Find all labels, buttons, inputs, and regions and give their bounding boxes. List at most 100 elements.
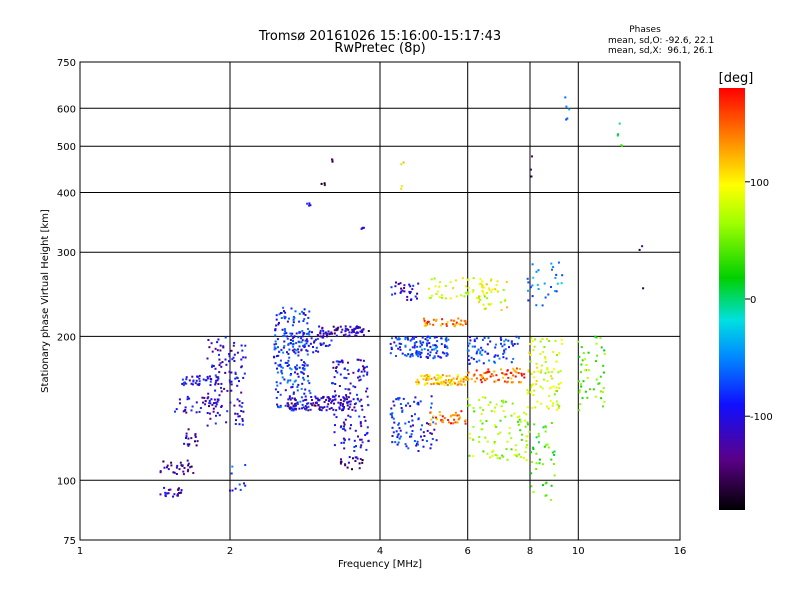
data-point (238, 380, 240, 383)
data-point (327, 400, 330, 403)
data-point (332, 366, 335, 369)
data-point (235, 419, 237, 422)
data-point (244, 356, 247, 359)
data-point (546, 443, 549, 446)
data-point (244, 464, 247, 466)
data-point (481, 349, 484, 352)
data-point (447, 380, 450, 383)
data-point (175, 466, 178, 469)
data-point (529, 353, 532, 356)
data-point (517, 420, 519, 423)
data-point (440, 324, 442, 327)
data-point (288, 356, 291, 359)
data-point (586, 376, 589, 379)
data-point (283, 310, 285, 313)
data-point (274, 347, 277, 350)
data-point (531, 284, 534, 287)
data-point (478, 295, 480, 298)
data-point (542, 484, 544, 487)
data-point (397, 398, 400, 401)
data-point (313, 341, 315, 344)
data-point (546, 380, 549, 382)
data-point (289, 379, 292, 382)
data-point (395, 398, 398, 401)
data-point (429, 432, 432, 435)
data-point (532, 448, 535, 450)
data-point (335, 367, 338, 370)
data-point (477, 297, 480, 300)
data-point (353, 327, 356, 330)
data-point (411, 430, 414, 432)
data-point (340, 441, 343, 444)
data-point (555, 400, 558, 403)
data-point (459, 416, 462, 419)
data-point (502, 352, 505, 355)
data-point (532, 349, 535, 352)
data-point (303, 308, 306, 311)
data-point (417, 403, 420, 406)
data-point (449, 297, 452, 300)
data-point (466, 376, 469, 378)
data-point (393, 404, 396, 407)
data-point (427, 287, 430, 290)
data-point (548, 395, 551, 397)
data-point (617, 133, 620, 136)
data-point (206, 424, 209, 427)
data-point (287, 405, 289, 408)
data-point (505, 357, 508, 360)
data-point (354, 334, 357, 337)
data-point (435, 336, 438, 339)
data-point (480, 381, 483, 384)
data-point (531, 340, 534, 343)
data-point (597, 382, 600, 385)
data-point (502, 410, 505, 412)
data-point (447, 338, 450, 341)
data-point (320, 182, 323, 185)
data-point (430, 432, 433, 435)
data-point (303, 361, 305, 364)
data-point (287, 342, 290, 345)
data-point (233, 341, 236, 344)
data-point (499, 431, 502, 434)
data-point (284, 316, 287, 319)
data-point (448, 421, 450, 424)
data-point (306, 350, 309, 353)
data-point (292, 409, 295, 412)
data-point (352, 371, 355, 374)
data-point (449, 281, 452, 284)
data-point (517, 423, 520, 426)
data-point (306, 402, 309, 405)
data-point (450, 380, 452, 383)
data-point (336, 371, 339, 374)
data-point (499, 419, 502, 422)
data-point (469, 437, 471, 440)
data-point (429, 411, 432, 414)
data-point (290, 307, 293, 310)
data-point (555, 273, 558, 276)
data-point (468, 404, 471, 406)
data-point (517, 337, 520, 340)
data-point (347, 361, 349, 364)
data-point (333, 376, 336, 379)
data-point (557, 371, 560, 374)
data-point (467, 287, 470, 289)
data-point (204, 379, 207, 382)
data-point (214, 367, 217, 370)
data-point (361, 441, 364, 444)
data-point (304, 339, 307, 342)
data-point (552, 385, 555, 388)
data-point (398, 342, 401, 345)
data-point (287, 379, 290, 382)
data-point (543, 378, 545, 381)
data-point (446, 321, 449, 323)
data-point (360, 398, 363, 401)
data-point (297, 351, 300, 354)
data-point (342, 428, 345, 430)
data-point (274, 362, 277, 365)
data-point (409, 348, 412, 351)
data-point (561, 342, 564, 345)
data-point (488, 289, 491, 291)
data-point (309, 342, 312, 345)
data-point (224, 358, 227, 361)
data-point (560, 338, 563, 341)
